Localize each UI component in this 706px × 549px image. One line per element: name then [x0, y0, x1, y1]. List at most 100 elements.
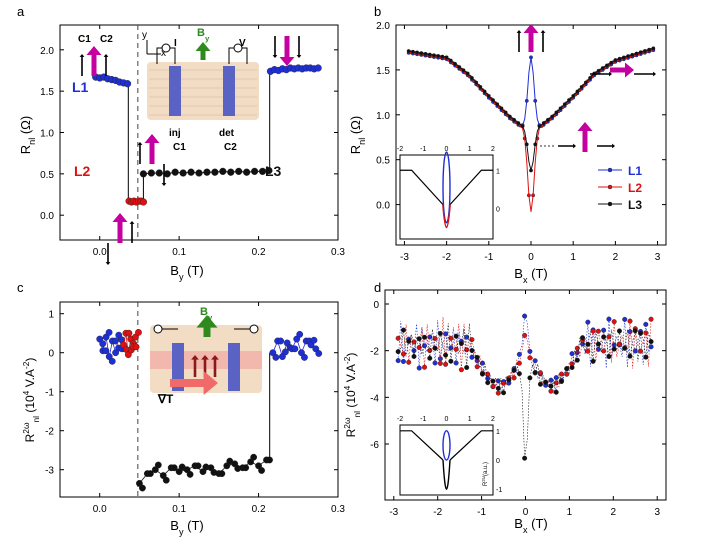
data-point: [227, 168, 235, 176]
x-tick-label: 0: [523, 507, 529, 518]
data-point: [218, 470, 226, 477]
data-point: [622, 345, 628, 351]
x-axis-title: Bx (T): [514, 516, 547, 535]
y-tick-label: -2: [45, 427, 54, 438]
magenta-arrow-icon: [86, 46, 102, 76]
x-axis-title: By (T): [170, 263, 203, 282]
data-point: [277, 337, 285, 345]
label-L1: L1: [72, 79, 89, 95]
data-point: [643, 330, 649, 336]
data-point: [569, 364, 575, 370]
data-point: [605, 63, 609, 68]
data-point: [469, 354, 475, 360]
data-point: [139, 170, 148, 178]
data-point: [643, 49, 647, 53]
data-point: [503, 110, 508, 115]
x-tick-label: 2: [613, 252, 619, 263]
y-axis-title-part: 2ω: [342, 417, 352, 429]
data-point: [108, 357, 116, 365]
y-axis-title-part: ): [344, 353, 358, 357]
data-point: [444, 55, 449, 60]
data-point: [211, 168, 219, 176]
data-point: [179, 169, 187, 177]
data-point: [558, 106, 563, 111]
y-axis-title-part: (Ω): [18, 116, 33, 138]
thin-arrow-icon: [103, 54, 109, 76]
data-point: [601, 327, 607, 333]
data-point: [616, 341, 622, 347]
data-point: [529, 55, 533, 60]
y-axis-title-part: R: [23, 433, 37, 442]
inset-y-tick-label: 0: [496, 458, 500, 465]
data-point: [416, 365, 422, 371]
data-point: [533, 142, 538, 147]
data-point: [406, 359, 412, 365]
inset-curve: [400, 430, 493, 461]
y-axis-title: R2ωnl (104 V.A-2): [342, 353, 362, 438]
data-point: [622, 316, 628, 322]
x-tick-label: 0.2: [252, 247, 266, 258]
thin-arrow-icon: [590, 71, 612, 77]
inset-y-tick-label: 0: [496, 206, 500, 213]
data-point: [595, 341, 601, 347]
y-tick-label: -4: [370, 393, 379, 404]
data-point: [469, 337, 475, 343]
label-I: I: [174, 38, 177, 49]
x-axis-title-part: (T): [528, 266, 548, 281]
electrode-det: [228, 343, 240, 391]
inset-x-tick-label: 2: [491, 146, 495, 153]
inset-x-tick-label: 0: [445, 416, 449, 423]
label-det-C2: C2: [224, 142, 237, 153]
data-point: [499, 106, 504, 111]
data-point: [600, 66, 605, 71]
data-point: [553, 389, 559, 395]
data-point: [314, 64, 322, 72]
data-point: [627, 318, 633, 324]
data-point: [251, 167, 259, 175]
data-point: [621, 55, 626, 60]
x-axis-title-part: (T): [528, 516, 548, 531]
data-point: [406, 338, 412, 344]
label-By-part: y: [208, 313, 213, 322]
x-tick-label: 0: [528, 252, 534, 263]
data-point: [448, 358, 454, 364]
field-arrow-icon: [196, 315, 218, 337]
data-point: [574, 345, 580, 351]
data-point: [508, 114, 512, 119]
data-point: [479, 371, 485, 377]
data-point: [448, 345, 454, 351]
data-point: [154, 461, 162, 469]
data-point: [588, 76, 592, 80]
thin-arrow-icon: [296, 36, 302, 58]
inset-ellipse-blue: [442, 430, 451, 461]
data-point: [440, 54, 445, 59]
x-tick-label: 0.1: [172, 247, 186, 258]
data-point: [436, 54, 441, 58]
panel-letter-d: d: [374, 280, 381, 295]
data-point: [590, 328, 596, 334]
data-point: [135, 329, 142, 336]
data-point: [265, 166, 273, 175]
data-point: [474, 364, 480, 370]
data-point: [427, 52, 432, 57]
data-point: [423, 51, 428, 56]
data-point: [559, 371, 565, 377]
label-By-part: B: [200, 306, 208, 318]
data-point: [395, 335, 401, 341]
data-point: [548, 377, 554, 383]
data-point: [627, 353, 633, 359]
data-point: [516, 121, 521, 125]
data-point: [194, 462, 202, 470]
x-axis-title: Bx (T): [514, 266, 547, 285]
inset-curve: [400, 169, 493, 206]
data-point: [147, 169, 155, 177]
data-point: [524, 98, 529, 103]
magenta-arrow-icon: [610, 62, 634, 78]
data-point: [123, 80, 132, 88]
data-point: [648, 339, 654, 345]
panel-c: 0.0 0.1 0.2 0.3 1 0 -1 -2 -3 By (T) R2ωnl (104 V.A…: [21, 301, 345, 537]
data-point: [99, 340, 107, 348]
panel-b: -3 -2 -1 0 1 2 3 0.0 0.5 1.0 1.5 2.0 Bx (T) Rnl (Ω) L1…: [348, 21, 667, 285]
data-point: [626, 54, 630, 59]
label-L3: L3: [265, 163, 282, 179]
